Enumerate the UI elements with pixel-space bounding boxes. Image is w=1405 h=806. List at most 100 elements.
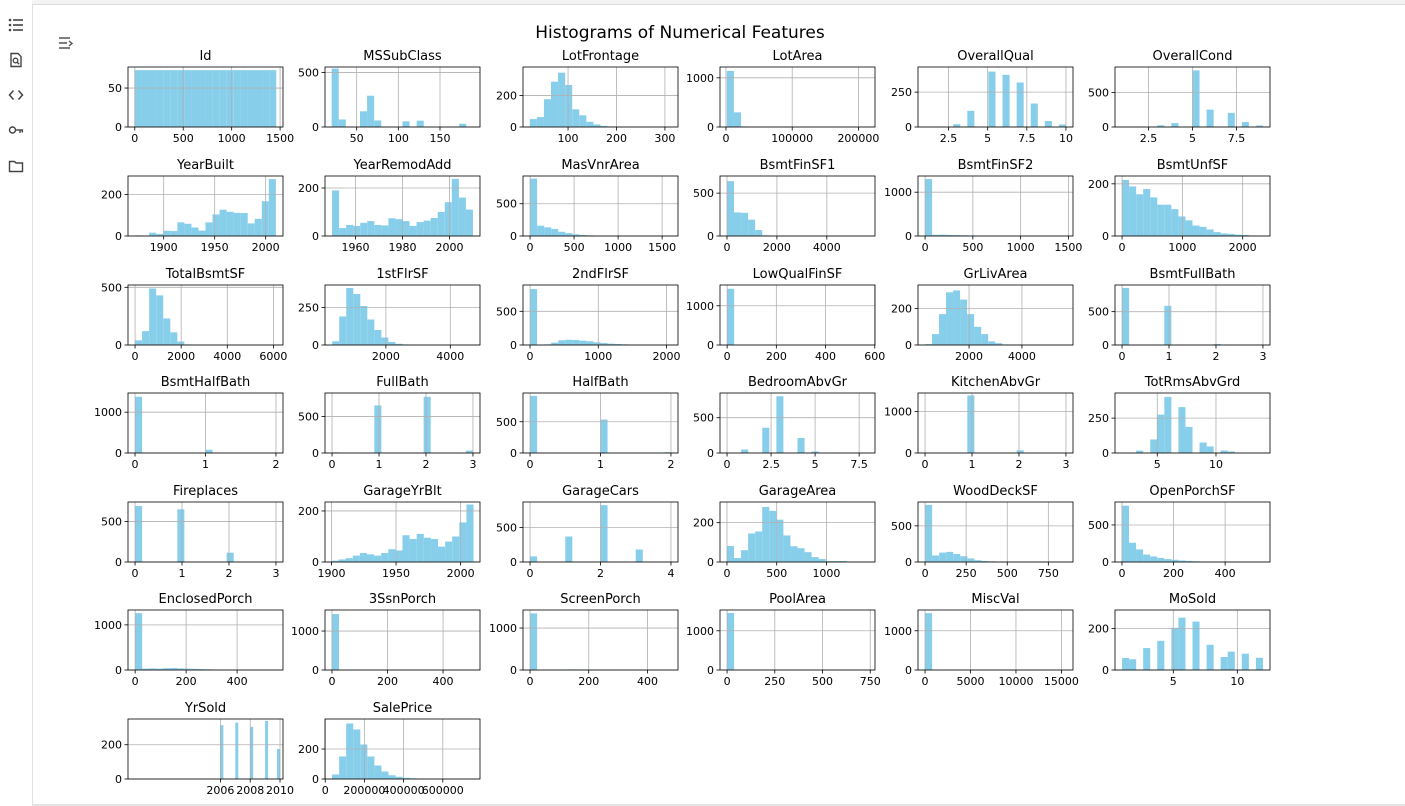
y-tick-label: 0 — [115, 447, 122, 460]
histogram-bar — [247, 70, 256, 127]
histogram-bar — [741, 449, 749, 453]
y-tick-label: 1000 — [884, 625, 912, 638]
x-tick-label: 0 — [922, 567, 929, 580]
y-tick-label: 0 — [115, 230, 122, 243]
y-tick-label: 250 — [891, 86, 912, 99]
histogram-bar — [530, 178, 538, 236]
histogram-bar — [551, 81, 559, 127]
x-tick-label: 2006 — [206, 784, 234, 797]
histogram-panel: 2000 4000 0 200 GrLivArea — [891, 267, 1074, 363]
y-tick-label: 0 — [312, 664, 319, 677]
x-tick-label: 1000 — [604, 241, 632, 254]
axes-frame — [1114, 392, 1271, 454]
histogram-bar — [338, 119, 346, 127]
histogram-bar — [191, 70, 199, 127]
y-tick-label: 500 — [891, 520, 912, 533]
y-tick-label: 0 — [510, 339, 517, 352]
x-tick-label: 500 — [766, 567, 787, 580]
axes-frame — [917, 175, 1074, 237]
y-tick-label: 0 — [707, 556, 714, 569]
histogram-bar — [558, 231, 566, 236]
y-tick-label: 0 — [905, 121, 912, 134]
histogram-bar — [839, 561, 847, 562]
histogram-bar — [733, 112, 741, 127]
histogram-bar — [1220, 656, 1228, 670]
x-tick-label: 2 — [667, 458, 674, 471]
histogram-bar — [423, 396, 431, 453]
histogram-bar — [1164, 559, 1172, 562]
x-tick-label: 4000 — [1008, 350, 1036, 363]
axes-frame — [719, 175, 876, 237]
x-tick-label: 500 — [173, 132, 194, 145]
axes-frame — [127, 718, 284, 780]
histogram-bar — [1185, 426, 1193, 453]
y-tick-label: 0 — [510, 556, 517, 569]
histogram-bar — [1157, 414, 1165, 453]
x-tick-label: 1900 — [317, 567, 345, 580]
histogram-bar — [727, 288, 735, 345]
histogram-panel: 0 1 2 3 0 500 FullBath — [298, 375, 481, 471]
key-icon[interactable] — [8, 122, 24, 138]
x-tick-label: 2000 — [252, 241, 280, 254]
histogram-bar — [939, 552, 947, 562]
y-tick-label: 0 — [1102, 121, 1109, 134]
histogram-bar — [163, 318, 171, 345]
histogram-bar — [825, 561, 833, 562]
x-tick-label: 100 — [558, 132, 579, 145]
histogram-bar — [762, 427, 770, 453]
histogram-bar — [981, 560, 989, 562]
list-icon[interactable] — [8, 17, 24, 33]
histogram-bar — [1157, 557, 1165, 562]
x-tick-label: 0 — [131, 132, 138, 145]
y-tick-label: 1000 — [94, 406, 122, 419]
search-doc-icon[interactable] — [8, 52, 24, 68]
histogram-bar — [177, 222, 185, 236]
x-tick-label: 0 — [1119, 241, 1126, 254]
histogram-bar — [586, 121, 594, 127]
code-icon[interactable] — [8, 87, 24, 103]
histogram-bar — [593, 124, 601, 127]
x-tick-label: 0 — [723, 241, 730, 254]
output-settings-icon[interactable] — [57, 34, 75, 52]
panel-title: MSSubClass — [363, 49, 442, 64]
histogram-bar — [1164, 204, 1172, 236]
y-tick-label: 1000 — [884, 406, 912, 419]
panel-title: MiscVal — [971, 592, 1019, 607]
histogram-bar — [233, 70, 241, 127]
y-tick-label: 500 — [496, 416, 517, 429]
histogram-bar — [156, 295, 164, 345]
histogram-bar — [726, 546, 735, 562]
y-tick-label: 500 — [1088, 519, 1109, 532]
histogram-bar — [1227, 112, 1235, 127]
histogram-panel: 5 10 0 200 MoSold — [1088, 592, 1271, 688]
x-tick-label: 2000 — [435, 241, 463, 254]
axes-frame — [1114, 501, 1271, 563]
histogram-bar — [156, 70, 164, 127]
axes-frame — [917, 501, 1074, 563]
x-tick-label: 4000 — [813, 241, 841, 254]
histogram-bar — [346, 224, 354, 236]
histogram-bar — [346, 723, 354, 779]
y-tick-label: 0 — [312, 230, 319, 243]
x-tick-label: 4000 — [213, 350, 241, 363]
histogram-bar — [459, 123, 467, 127]
x-tick-label: 1500 — [648, 241, 676, 254]
histogram-panel: 0 250 500 750 0 1000 PoolArea — [686, 592, 881, 688]
histogram-bar — [1157, 640, 1165, 670]
panel-title: PoolArea — [769, 592, 826, 607]
histogram-panel: 0 250 500 750 0 500 WoodDeckSF — [891, 484, 1074, 580]
histogram-bar — [726, 181, 735, 236]
histogram-bar — [177, 70, 185, 127]
folder-icon[interactable] — [8, 158, 24, 174]
histogram-bar — [402, 221, 410, 236]
x-tick-label: 0 — [724, 458, 731, 471]
x-tick-label: 0 — [724, 675, 731, 688]
y-tick-label: 200 — [693, 517, 714, 530]
histogram-panel: 50 100 150 0 500 MSSubClass — [298, 49, 481, 145]
histogram-bar — [960, 299, 968, 345]
y-tick-label: 0 — [707, 339, 714, 352]
x-tick-label: 400 — [1215, 567, 1236, 580]
y-tick-label: 0 — [707, 664, 714, 677]
panel-title: ScreenPorch — [560, 592, 640, 607]
panel-title: BsmtFinSF1 — [760, 158, 836, 173]
